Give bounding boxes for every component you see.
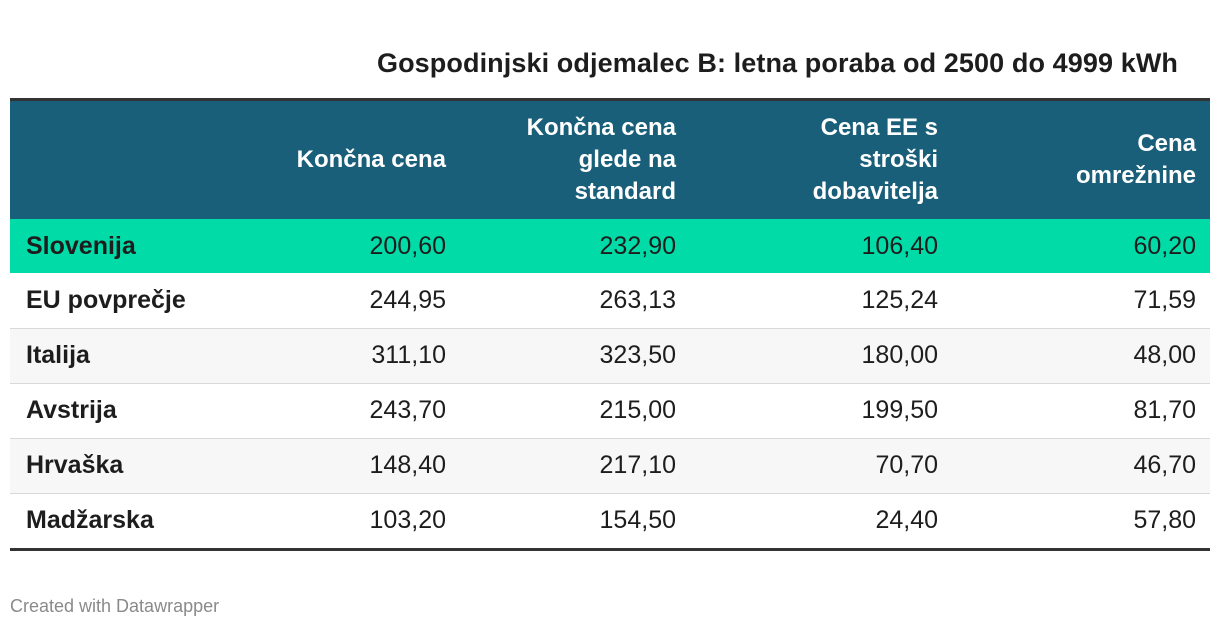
table-body: Slovenija 200,60 232,90 106,40 60,20 EU povpr…	[10, 219, 1210, 548]
table-bottom-rule	[10, 548, 1210, 551]
cell-value-col-1: 243,70	[230, 383, 460, 439]
header-row: Končna cena Končna cena glede na standard Ce…	[10, 101, 1210, 219]
cell-value-col-4: 81,70	[952, 383, 1210, 439]
cell-value-col-3: 125,24	[690, 273, 952, 329]
cell-value-col-2: 323,50	[460, 328, 690, 384]
data-table: Končna cena Končna cena glede na standard Ce…	[10, 101, 1210, 548]
cell-value-col-4: 71,59	[952, 273, 1210, 329]
cell-value-col-4: 46,70	[952, 438, 1210, 494]
chart-title: Gospodinjski odjemalec B: letna poraba o…	[376, 48, 1178, 78]
column-header-name	[10, 101, 230, 219]
cell-value-col-3: 106,40	[690, 219, 952, 273]
cell-value-col-2: 217,10	[460, 438, 690, 494]
credit-text: Created with Datawrapper	[10, 596, 220, 616]
table-row: EU povprečje 244,95 263,13 125,24 71,59	[10, 273, 1210, 329]
row-label: EU povprečje	[10, 273, 230, 329]
row-label: Slovenija	[10, 219, 230, 273]
cell-value-col-3: 199,50	[690, 383, 952, 439]
cell-value-col-2: 215,00	[460, 383, 690, 439]
cell-value-col-1: 200,60	[230, 219, 460, 273]
cell-value-col-1: 311,10	[230, 328, 460, 384]
table-row: Italija 311,10 323,50 180,00 48,00	[10, 328, 1210, 384]
cell-value-col-1: 148,40	[230, 438, 460, 494]
cell-value-col-4: 48,00	[952, 328, 1210, 384]
table-header: Končna cena Končna cena glede na standard Ce…	[10, 101, 1210, 219]
column-header-label: Cena omrežnine	[1075, 130, 1196, 189]
column-header-label: Cena EE s stroški dobavitelja	[812, 114, 938, 205]
row-label: Avstrija	[10, 383, 230, 439]
cell-value-col-4: 60,20	[952, 219, 1210, 273]
cell-value-col-3: 180,00	[690, 328, 952, 384]
cell-value-col-1: 103,20	[369, 506, 446, 535]
column-header-label: Končna cena glede na standard	[526, 114, 676, 205]
cell-value-col-2: 263,13	[460, 273, 690, 329]
cell-value-col-4: 57,80	[1133, 506, 1196, 535]
row-label: Madžarska	[26, 506, 154, 535]
column-header-2: Končna cena glede na standard	[460, 101, 690, 219]
data-table-container: Končna cena Končna cena glede na standard Ce…	[10, 98, 1210, 551]
row-label: Hrvaška	[10, 438, 230, 494]
cell-value-col-3: 24,40	[875, 506, 938, 535]
cell-value-col-2: 232,90	[460, 219, 690, 273]
column-header-1: Končna cena	[230, 101, 460, 219]
row-label: Italija	[10, 328, 230, 384]
table-row: Slovenija 200,60 232,90 106,40 60,20	[10, 219, 1210, 273]
cell-value-col-2: 154,50	[599, 506, 676, 535]
cell-value-col-3: 70,70	[690, 438, 952, 494]
cell-value-col-1: 244,95	[230, 273, 460, 329]
table-row: Hrvaška 148,40 217,10 70,70 46,70	[10, 438, 1210, 494]
table-row: Madžarska 103,20 154,50 24,40 57,80	[10, 493, 1210, 548]
table-top-rule	[10, 98, 1210, 101]
column-header-label: Končna cena	[296, 146, 446, 173]
column-header-3: Cena EE s stroški dobavitelja	[690, 101, 952, 219]
column-header-4: Cena omrežnine	[952, 101, 1210, 219]
table-row: Avstrija 243,70 215,00 199,50 81,70	[10, 383, 1210, 439]
